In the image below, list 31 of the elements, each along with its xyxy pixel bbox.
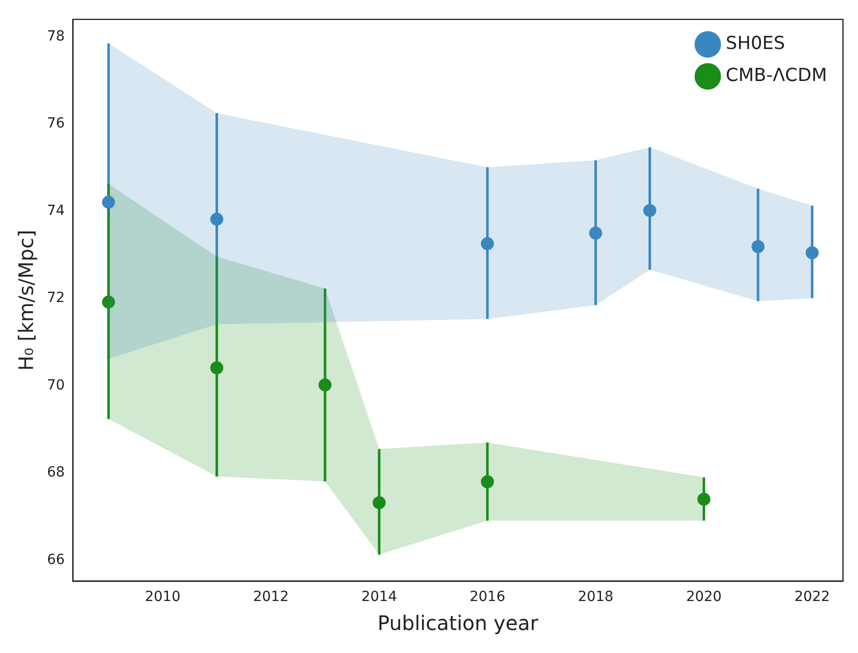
point — [318, 378, 332, 392]
y-tick-label: 66 — [46, 552, 65, 568]
x-tick-label: 2020 — [686, 589, 722, 606]
point — [372, 496, 386, 510]
point — [102, 296, 116, 309]
point — [752, 240, 765, 254]
x-tick-label: 2012 — [253, 589, 289, 606]
point — [210, 212, 224, 226]
x-tick-label: 2022 — [794, 589, 830, 606]
x-tick-label: 2014 — [361, 589, 398, 606]
point — [806, 246, 819, 260]
y-tick-label: 68 — [46, 464, 65, 481]
point — [697, 492, 710, 506]
y-tick-label: 74 — [46, 202, 65, 219]
y-tick-label: 78 — [46, 28, 65, 44]
x-tick-label: 2016 — [470, 589, 506, 606]
legend-label: CMB-ΛCDM — [726, 65, 828, 86]
y-axis-title: H₀ [km/s/Mpc] — [14, 230, 38, 371]
point — [589, 226, 602, 240]
x-tick-label: 2010 — [144, 589, 180, 606]
x-axis-title: Publication year — [378, 611, 540, 636]
y-tick-label: 76 — [46, 116, 65, 132]
point — [210, 361, 224, 374]
y-tick-label: 72 — [46, 290, 65, 306]
point — [102, 196, 116, 209]
y-tick-label: 70 — [46, 377, 65, 394]
point — [480, 237, 494, 250]
x-tick-label: 2018 — [578, 589, 614, 606]
point — [643, 204, 656, 217]
legend-label: SH0ES — [726, 33, 786, 54]
point — [480, 475, 494, 488]
